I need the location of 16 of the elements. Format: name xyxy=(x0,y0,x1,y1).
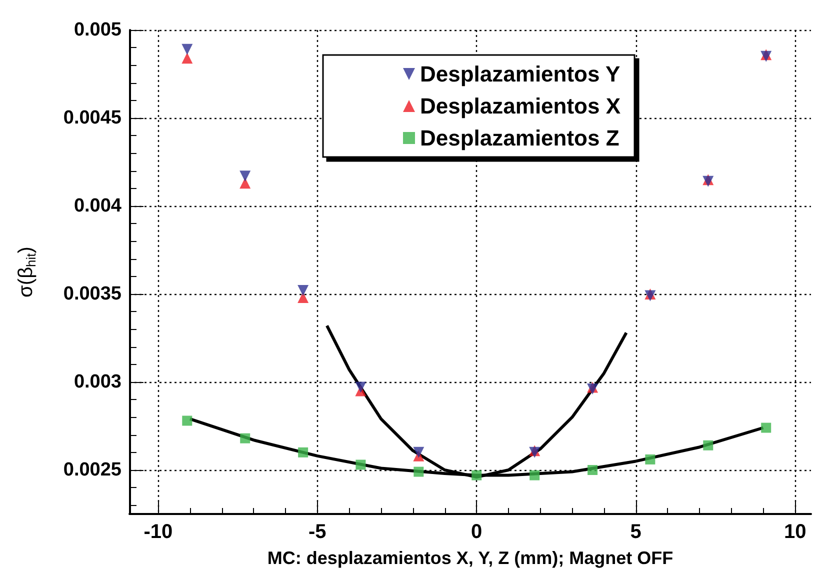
x-tick-label: 5 xyxy=(630,521,642,543)
y-axis-title: σ(βhit) xyxy=(15,246,38,298)
y-tick-label: 0.005 xyxy=(74,20,122,40)
x-tick-label: 0 xyxy=(471,521,482,543)
y-tick-label: 0.0025 xyxy=(63,460,122,480)
x-tick-label: -10 xyxy=(144,521,173,543)
legend-label: Desplazamientos Y xyxy=(420,62,620,86)
x-tick-label: -5 xyxy=(308,521,326,543)
y-tick-label: 0.0035 xyxy=(63,284,122,304)
y-tick-label: 0.004 xyxy=(74,196,122,216)
y-tick-label: 0.003 xyxy=(74,372,122,392)
y-tick-label: 0.0045 xyxy=(63,108,122,128)
legend-label: Desplazamientos X xyxy=(420,94,621,118)
x-axis-title: MC: desplazamientos X, Y, Z (mm); Magnet OFF xyxy=(267,548,674,568)
x-tick-label: 10 xyxy=(784,521,806,543)
legend-label: Desplazamientos Z xyxy=(420,126,620,150)
